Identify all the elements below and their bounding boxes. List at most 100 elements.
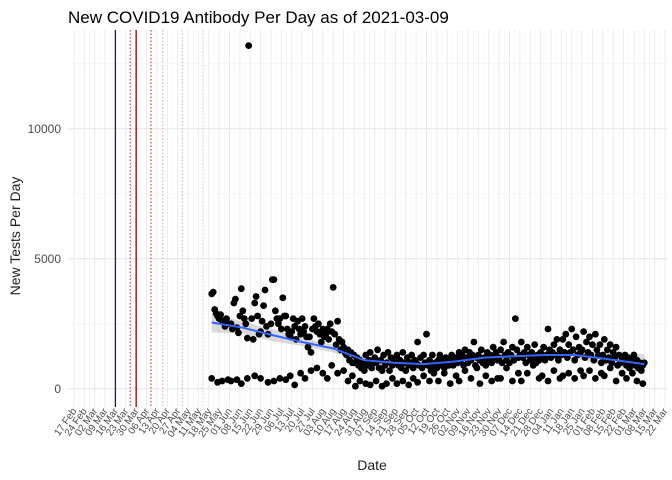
data-point <box>319 369 327 377</box>
data-point <box>218 377 226 385</box>
data-point <box>307 367 315 374</box>
data-point <box>393 351 401 359</box>
data-point <box>473 364 481 372</box>
data-point <box>315 320 322 328</box>
data-point <box>592 330 599 338</box>
data-point <box>550 341 558 348</box>
data-point <box>517 377 525 385</box>
data-point <box>276 375 284 382</box>
data-point <box>452 372 460 380</box>
data-point <box>429 351 436 359</box>
data-point <box>586 333 593 341</box>
data-point <box>436 351 444 359</box>
data-point <box>553 336 561 343</box>
data-point <box>371 354 379 361</box>
data-point <box>430 369 438 377</box>
data-point <box>344 377 352 385</box>
data-point <box>383 380 390 387</box>
data-point <box>279 294 287 302</box>
data-point <box>420 372 427 380</box>
data-point <box>488 359 496 367</box>
y-axis-ticks: 0 5000 10000 <box>28 122 62 396</box>
data-point <box>257 375 264 382</box>
data-point <box>517 338 525 346</box>
data-point <box>306 333 313 341</box>
data-point <box>251 372 259 380</box>
data-point <box>301 375 309 382</box>
data-point <box>313 364 321 372</box>
data-point <box>637 367 645 374</box>
data-point <box>414 338 421 346</box>
data-point <box>580 328 587 335</box>
data-point <box>408 351 416 359</box>
data-point <box>322 330 330 338</box>
y-tick-label: 5000 <box>34 252 61 266</box>
data-point <box>509 377 516 385</box>
data-point <box>476 380 484 387</box>
data-point <box>245 42 253 49</box>
data-point <box>426 356 433 364</box>
data-point <box>328 362 336 369</box>
data-point <box>349 372 356 380</box>
data-point <box>461 367 469 374</box>
data-point <box>596 341 604 348</box>
data-point <box>623 375 630 382</box>
data-point <box>626 364 633 372</box>
y-tick-label: 10000 <box>28 122 62 136</box>
data-point <box>565 341 573 348</box>
data-point <box>352 382 359 390</box>
data-point <box>223 315 230 322</box>
data-point <box>540 343 547 351</box>
data-point <box>251 299 259 307</box>
data-point <box>603 346 611 354</box>
data-point <box>368 364 376 372</box>
data-point <box>334 369 341 377</box>
data-point <box>235 329 242 337</box>
data-point <box>592 375 599 382</box>
data-point <box>267 320 275 328</box>
data-point <box>374 346 381 354</box>
data-point <box>572 333 580 341</box>
data-point <box>477 346 485 354</box>
data-point <box>366 349 374 356</box>
data-point <box>606 364 614 372</box>
data-point <box>372 377 380 385</box>
data-point <box>568 325 576 333</box>
data-point <box>600 336 608 343</box>
data-point <box>571 375 579 382</box>
data-point <box>629 369 636 377</box>
data-point <box>446 380 454 387</box>
data-point <box>571 356 579 364</box>
data-point <box>249 336 257 343</box>
data-point <box>297 369 304 377</box>
data-point <box>513 346 521 354</box>
data-point <box>578 346 586 354</box>
data-point <box>497 375 504 382</box>
data-point <box>389 375 396 382</box>
data-point <box>304 343 312 351</box>
data-point <box>270 276 278 283</box>
data-point <box>565 369 573 377</box>
data-point <box>254 312 261 320</box>
data-point <box>538 372 546 380</box>
reference-lines <box>114 30 204 407</box>
data-point <box>589 341 596 348</box>
data-point <box>630 351 638 359</box>
data-point <box>467 375 475 382</box>
data-point <box>282 376 290 384</box>
data-point <box>455 377 463 385</box>
data-point <box>261 286 269 294</box>
smooth-line <box>211 321 645 366</box>
data-point <box>544 325 552 333</box>
data-point <box>208 375 216 382</box>
data-point <box>384 349 392 356</box>
data-point <box>537 349 544 356</box>
data-point <box>593 346 601 354</box>
data-point <box>378 367 386 374</box>
data-point <box>559 372 567 380</box>
data-point <box>555 356 562 364</box>
data-point <box>326 320 334 328</box>
data-point <box>252 293 260 300</box>
data-point <box>608 359 616 367</box>
